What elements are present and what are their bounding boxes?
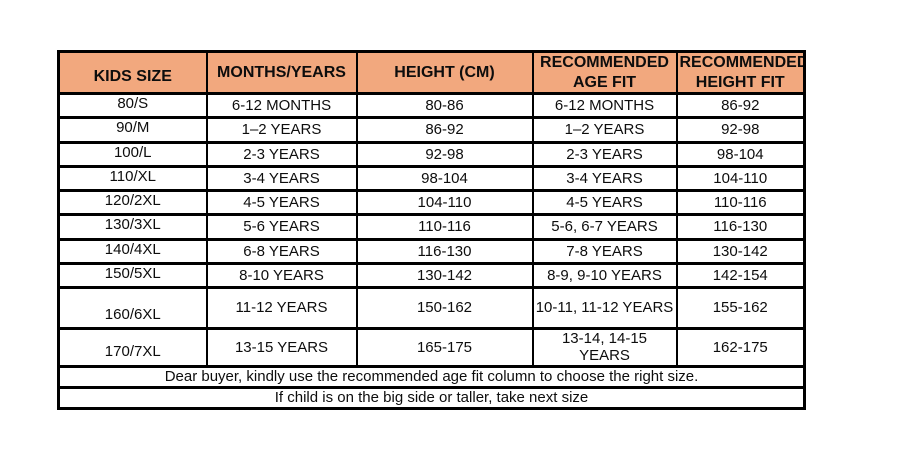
table-row: 160/6XL 11-12 YEARS 150-162 10-11, 11-12…: [57, 286, 806, 330]
table-row: 80/S 6-12 MONTHS 80-86 6-12 MONTHS 86-92: [57, 91, 806, 120]
height-fit-cell: 162-175: [675, 327, 806, 368]
table-row: 90/M 1–2 YEARS 86-92 1–2 YEARS 92-98: [57, 116, 806, 144]
months-years-cell: 2-3 YEARS: [205, 140, 358, 168]
height-fit-cell: 92-98: [675, 116, 806, 144]
months-years-cell: 6-12 MONTHS: [205, 91, 358, 120]
table-row: 100/L 2-3 YEARS 92-98 2-3 YEARS 98-104: [57, 140, 806, 168]
age-fit-cell: 10-11, 11-12 YEARS: [531, 286, 678, 330]
age-fit-cell: 4-5 YEARS: [531, 188, 678, 217]
size-cell: 110/XL: [57, 164, 208, 193]
age-fit-cell: 5-6, 6-7 YEARS: [531, 213, 678, 241]
months-years-cell: 13-15 YEARS: [205, 327, 358, 368]
size-cell: 100/L: [57, 140, 208, 168]
size-cell: 160/6XL: [57, 286, 208, 330]
months-years-cell: 6-8 YEARS: [205, 237, 358, 265]
height-fit-cell: 110-116: [675, 188, 806, 217]
height-cm-cell: 92-98: [355, 140, 534, 168]
months-years-cell: 11-12 YEARS: [205, 286, 358, 330]
age-fit-cell: 13-14, 14-15 YEARS: [531, 327, 678, 368]
header-row: KIDS SIZE MONTHS/YEARS HEIGHT (CM) RECOM…: [57, 50, 806, 95]
height-fit-cell: 86-92: [675, 91, 806, 120]
age-fit-cell: 3-4 YEARS: [531, 164, 678, 193]
height-fit-cell: 98-104: [675, 140, 806, 168]
height-cm-cell: 116-130: [355, 237, 534, 265]
height-cm-cell: 130-142: [355, 261, 534, 290]
size-cell: 130/3XL: [57, 213, 208, 241]
table-row: 110/XL 3-4 YEARS 98-104 3-4 YEARS 104-11…: [57, 164, 806, 193]
height-cm-cell: 80-86: [355, 91, 534, 120]
age-fit-cell: 2-3 YEARS: [531, 140, 678, 168]
table-row: 140/4XL 6-8 YEARS 116-130 7-8 YEARS 130-…: [57, 237, 806, 265]
size-cell: 170/7XL: [57, 327, 208, 368]
table-row: 170/7XL 13-15 YEARS 165-175 13-14, 14-15…: [57, 327, 806, 368]
size-cell: 80/S: [57, 91, 208, 120]
height-fit-cell: 116-130: [675, 213, 806, 241]
header-cell-recommended-height-fit: RECOMMENDED HEIGHT FIT: [675, 50, 806, 95]
size-cell: 120/2XL: [57, 188, 208, 217]
height-cm-cell: 110-116: [355, 213, 534, 241]
age-fit-cell: 8-9, 9-10 YEARS: [531, 261, 678, 290]
height-fit-cell: 130-142: [675, 237, 806, 265]
months-years-cell: 8-10 YEARS: [205, 261, 358, 290]
months-years-cell: 5-6 YEARS: [205, 213, 358, 241]
header-cell-kids-size: KIDS SIZE: [57, 50, 208, 95]
height-cm-cell: 104-110: [355, 188, 534, 217]
months-years-cell: 4-5 YEARS: [205, 188, 358, 217]
height-fit-cell: 155-162: [675, 286, 806, 330]
height-cm-cell: 98-104: [355, 164, 534, 193]
height-cm-cell: 165-175: [355, 327, 534, 368]
note-row-age-fit: Dear buyer, kindly use the recommended a…: [57, 364, 806, 389]
size-cell: 90/M: [57, 116, 208, 144]
note-text-age-fit: Dear buyer, kindly use the recommended a…: [57, 364, 806, 389]
size-cell: 140/4XL: [57, 237, 208, 265]
height-cm-cell: 150-162: [355, 286, 534, 330]
table-row: 120/2XL 4-5 YEARS 104-110 4-5 YEARS 110-…: [57, 188, 806, 217]
months-years-cell: 3-4 YEARS: [205, 164, 358, 193]
height-cm-cell: 86-92: [355, 116, 534, 144]
table-row: 130/3XL 5-6 YEARS 110-116 5-6, 6-7 YEARS…: [57, 213, 806, 241]
header-cell-recommended-age-fit: RECOMMENDED AGE FIT: [531, 50, 678, 95]
header-cell-months-years: MONTHS/YEARS: [205, 50, 358, 95]
note-text-next-size: If child is on the big side or taller, t…: [57, 385, 806, 410]
size-cell: 150/5XL: [57, 261, 208, 290]
header-cell-height-cm: HEIGHT (CM): [355, 50, 534, 95]
height-fit-cell: 142-154: [675, 261, 806, 290]
age-fit-cell: 7-8 YEARS: [531, 237, 678, 265]
table-row: 150/5XL 8-10 YEARS 130-142 8-9, 9-10 YEA…: [57, 261, 806, 290]
note-row-next-size: If child is on the big side or taller, t…: [57, 385, 806, 410]
height-fit-cell: 104-110: [675, 164, 806, 193]
size-chart-table: KIDS SIZE MONTHS/YEARS HEIGHT (CM) RECOM…: [57, 50, 806, 410]
age-fit-cell: 6-12 MONTHS: [531, 91, 678, 120]
months-years-cell: 1–2 YEARS: [205, 116, 358, 144]
age-fit-cell: 1–2 YEARS: [531, 116, 678, 144]
